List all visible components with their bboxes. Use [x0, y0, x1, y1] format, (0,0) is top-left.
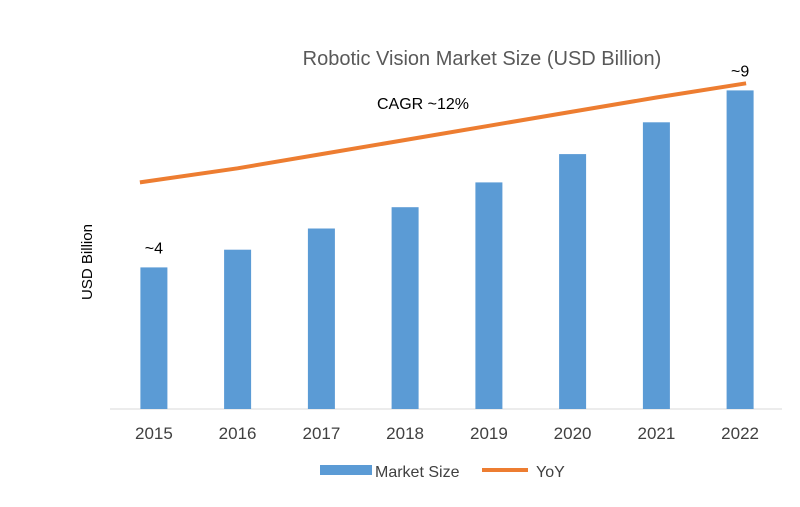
x-tick-2015: 2015	[135, 424, 173, 443]
data-label-2015: ~4	[145, 240, 163, 257]
bar-2020	[559, 154, 587, 409]
cagr-annotation: CAGR ~12%	[377, 96, 469, 113]
x-tick-2021: 2021	[637, 424, 675, 443]
legend: Market Size YoY	[320, 464, 565, 481]
bar-2017	[307, 228, 335, 409]
line-series-yoy	[139, 81, 747, 185]
bar-2018	[391, 207, 419, 409]
bar-2021	[642, 122, 670, 410]
x-tick-2020: 2020	[554, 424, 592, 443]
data-label-2022: ~9	[731, 63, 749, 80]
x-tick-2022: 2022	[721, 424, 759, 443]
x-tick-2016: 2016	[219, 424, 257, 443]
yoy-line	[139, 81, 747, 185]
bar-2019	[475, 182, 503, 409]
bar-series-market-size	[140, 90, 754, 410]
bar-2022	[726, 90, 754, 410]
x-tick-2017: 2017	[302, 424, 340, 443]
x-tick-2018: 2018	[386, 424, 424, 443]
x-axis-ticks: 2015 2016 2017 2018 2019 2020 2021 2022	[135, 424, 759, 443]
legend-label-yoy: YoY	[536, 464, 565, 481]
legend-swatch-market-size	[320, 465, 372, 475]
x-tick-2019: 2019	[470, 424, 508, 443]
chart-title: Robotic Vision Market Size (USD Billion)	[303, 48, 662, 70]
legend-label-market-size: Market Size	[375, 464, 460, 481]
bar-2015	[140, 267, 168, 409]
y-axis-label: USD Billion	[79, 224, 96, 300]
bar-2016	[224, 249, 252, 409]
data-labels: ~4 ~9	[145, 63, 750, 257]
